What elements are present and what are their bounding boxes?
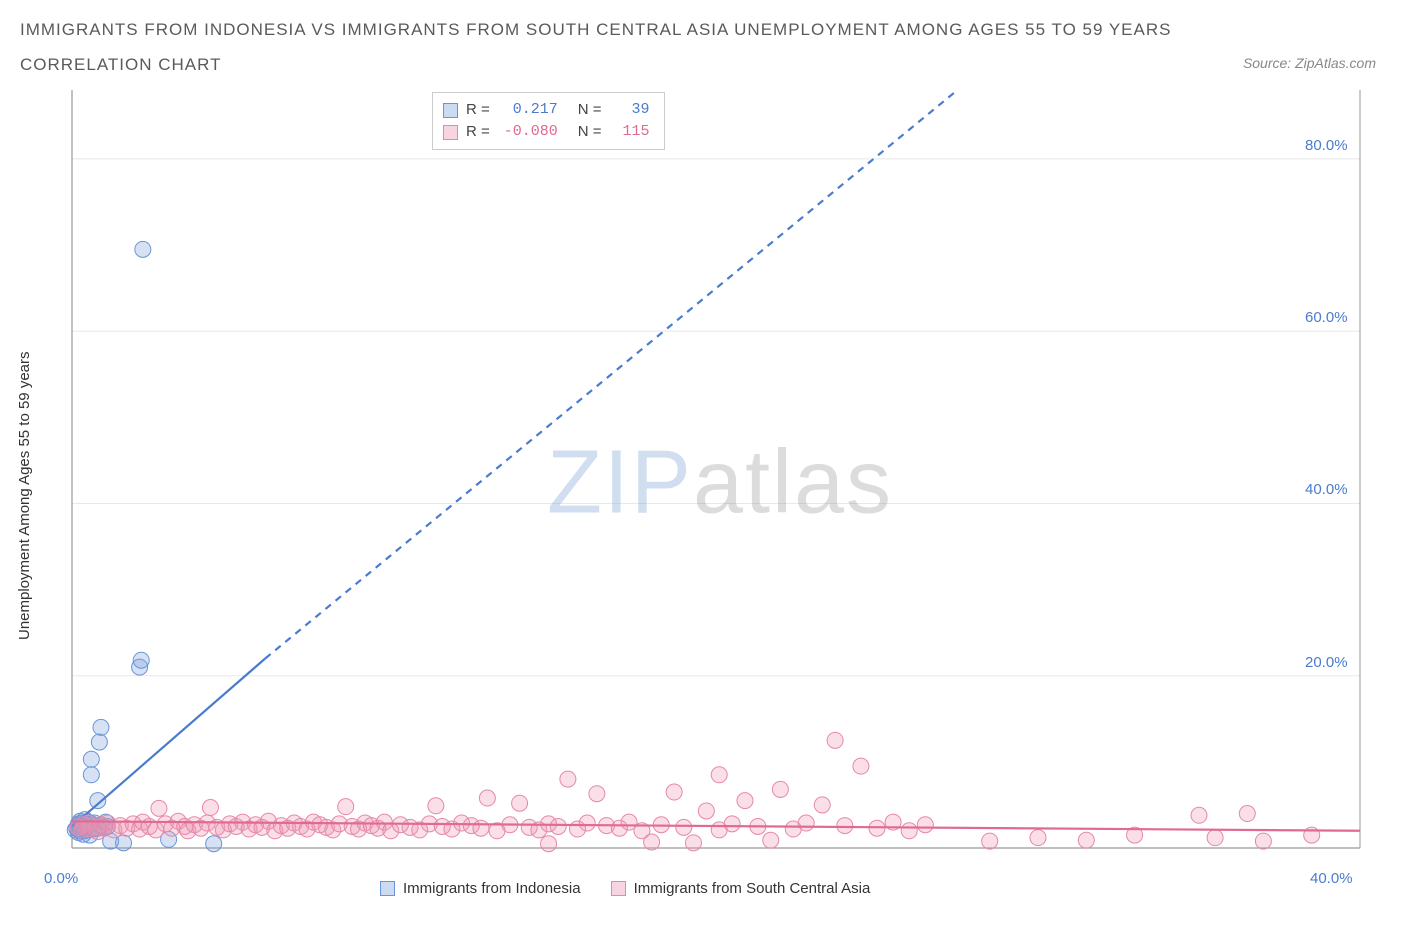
y-tick-label: 40.0% <box>1305 481 1348 498</box>
legend-item: Immigrants from South Central Asia <box>611 880 871 897</box>
legend-label: Immigrants from Indonesia <box>403 880 581 897</box>
n-value: 39 <box>610 99 650 121</box>
n-label: N = <box>578 99 602 121</box>
r-value: -0.080 <box>498 121 558 143</box>
r-value: 0.217 <box>498 99 558 121</box>
y-tick-label: 20.0% <box>1305 654 1348 671</box>
x-tick-label: 0.0% <box>44 870 78 887</box>
legend-swatch-icon <box>443 103 458 118</box>
legend-item: Immigrants from Indonesia <box>380 880 581 897</box>
stats-row: R = 0.217 N = 39 <box>443 99 650 121</box>
correlation-stats-box: R = 0.217 N = 39 R = -0.080 N = 115 <box>432 92 665 150</box>
scatter-svg <box>60 88 1380 878</box>
r-label: R = <box>466 121 490 143</box>
stats-row: R = -0.080 N = 115 <box>443 121 650 143</box>
r-label: R = <box>466 99 490 121</box>
source-credit: Source: ZipAtlas.com <box>1243 55 1376 71</box>
chart-title: IMMIGRANTS FROM INDONESIA VS IMMIGRANTS … <box>20 20 1171 40</box>
n-label: N = <box>578 121 602 143</box>
y-tick-label: 60.0% <box>1305 309 1348 326</box>
plot-area: ZIPatlas <box>60 88 1380 878</box>
y-axis-label: Unemployment Among Ages 55 to 59 years <box>16 351 33 640</box>
chart-subtitle: CORRELATION CHART <box>20 55 222 75</box>
n-value: 115 <box>610 121 650 143</box>
legend-label: Immigrants from South Central Asia <box>634 880 871 897</box>
x-tick-label: 40.0% <box>1310 870 1353 887</box>
bottom-legend: Immigrants from Indonesia Immigrants from… <box>380 880 870 897</box>
y-tick-label: 80.0% <box>1305 137 1348 154</box>
legend-swatch-icon <box>611 881 626 896</box>
legend-swatch-icon <box>380 881 395 896</box>
legend-swatch-icon <box>443 125 458 140</box>
